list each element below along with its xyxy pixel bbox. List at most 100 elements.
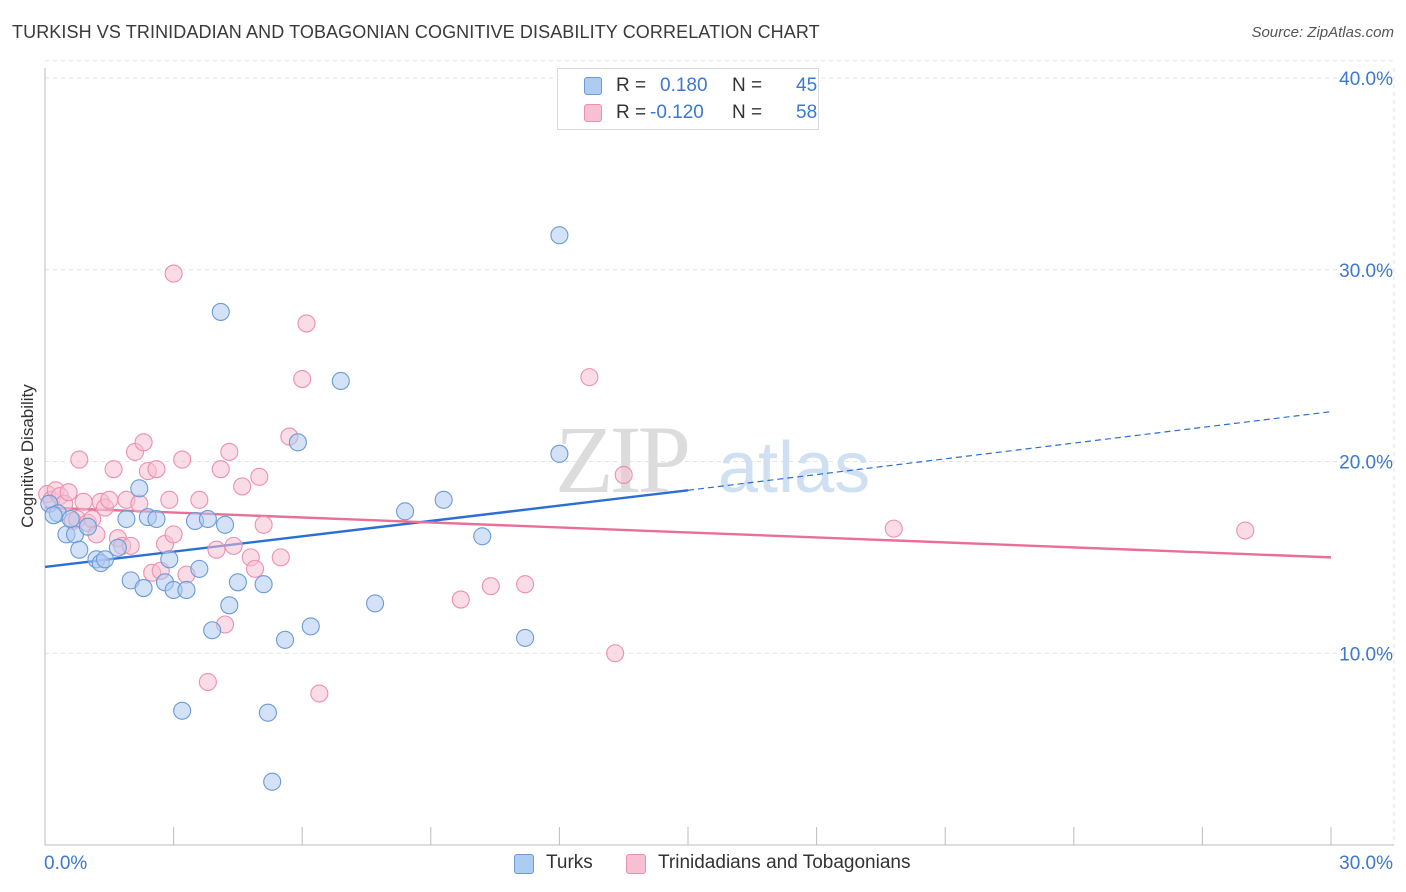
- point-turks-24: [203, 621, 222, 640]
- point-trinidadians-49: [297, 314, 316, 333]
- point-trinidadians-52: [481, 577, 500, 596]
- point-trinidadians-54: [580, 368, 599, 387]
- point-turks-26: [215, 515, 235, 534]
- trendlines: [44, 411, 1332, 569]
- point-turks-31: [263, 772, 282, 791]
- x-tick-labels: 0.0% 30.0%: [44, 853, 1393, 874]
- point-trinidadians-41: [233, 477, 252, 496]
- turks-r-value: 0.180: [660, 75, 708, 96]
- trendline-turks: [44, 489, 689, 569]
- point-turks-39: [473, 527, 492, 546]
- point-trinidadians-57: [884, 519, 903, 538]
- point-turks-41: [550, 444, 569, 463]
- point-trinidadians-26: [147, 460, 166, 479]
- point-turks-37: [396, 502, 415, 521]
- point-turks-42: [550, 226, 569, 245]
- point-trinidadians-46: [271, 548, 290, 567]
- point-trinidadians-44: [250, 467, 269, 486]
- point-trinidadians-36: [207, 540, 226, 559]
- point-turks-40: [516, 628, 535, 647]
- y-tick-label-3: 40.0%: [1339, 69, 1393, 90]
- trendline-trinidadians: [44, 506, 1332, 559]
- trinidadians-legend-swatch: [626, 854, 646, 874]
- y-axis-label: Cognitive Disability: [18, 384, 37, 528]
- turks-n-value: 45: [796, 75, 818, 96]
- point-trinidadians-53: [516, 575, 535, 594]
- point-trinidadians-5: [59, 483, 78, 502]
- point-turks-10: [117, 509, 136, 529]
- y-tick-label-0: 10.0%: [1339, 644, 1393, 665]
- point-turks-22: [190, 559, 209, 578]
- trendline-turks-extension: [687, 411, 1332, 491]
- trinidadians-n-label: N =: [732, 102, 763, 123]
- point-turks-44: [61, 509, 80, 529]
- point-trinidadians-56: [614, 465, 633, 484]
- y-tick-label-1: 20.0%: [1339, 453, 1393, 474]
- turks-swatch: [584, 77, 602, 95]
- point-turks-28: [228, 573, 247, 592]
- trinidadians-r-label: R =: [616, 102, 647, 123]
- x-tick-label-0: 0.0%: [44, 853, 87, 874]
- point-turks-13: [134, 579, 153, 598]
- point-turks-25: [211, 302, 230, 321]
- point-trinidadians-58: [1236, 521, 1255, 540]
- point-trinidadians-50: [310, 684, 329, 703]
- x-tick-label-1: 30.0%: [1339, 853, 1393, 874]
- point-trinidadians-48: [293, 369, 312, 389]
- point-trinidadians-34: [190, 490, 209, 509]
- point-trinidadians-40: [224, 536, 243, 555]
- point-trinidadians-39: [220, 442, 239, 461]
- trinidadians-swatch: [584, 104, 602, 122]
- source-label: Source: ZipAtlas.com: [1251, 24, 1394, 41]
- point-trinidadians-31: [164, 264, 183, 283]
- trinidadians-r-value: -0.120: [650, 102, 704, 123]
- point-turks-34: [301, 617, 320, 636]
- series-turks-points: [40, 226, 569, 791]
- legend-label-turks: Turks: [546, 852, 593, 873]
- turks-n-label: N =: [732, 75, 763, 96]
- point-turks-15: [147, 509, 166, 529]
- point-trinidadians-51: [451, 590, 470, 609]
- point-trinidadians-29: [160, 490, 179, 509]
- point-trinidadians-15: [100, 490, 119, 509]
- point-turks-27: [220, 596, 239, 615]
- point-turks-12: [130, 479, 149, 498]
- point-trinidadians-16: [104, 460, 123, 479]
- point-trinidadians-45: [254, 515, 273, 534]
- point-turks-17: [160, 550, 179, 569]
- point-turks-32: [276, 630, 295, 649]
- point-turks-5: [78, 517, 97, 536]
- point-turks-29: [254, 575, 273, 594]
- point-trinidadians-43: [245, 559, 265, 578]
- legend-label-trinidadians: Trinidadians and Tobagonians: [658, 852, 911, 873]
- axes: [44, 68, 1394, 846]
- point-turks-30: [258, 703, 277, 722]
- point-trinidadians-55: [606, 644, 625, 663]
- point-turks-36: [366, 594, 385, 613]
- point-turks-35: [331, 371, 350, 391]
- point-turks-8: [95, 550, 115, 569]
- point-trinidadians-35: [198, 672, 217, 692]
- point-turks-20: [177, 580, 196, 600]
- point-turks-43: [44, 506, 63, 525]
- stats-legend: R = 0.180 N = 45 R = -0.120 N = 58: [557, 68, 819, 130]
- point-turks-38: [434, 490, 453, 509]
- point-turks-9: [108, 538, 127, 557]
- point-turks-23: [198, 509, 217, 529]
- point-turks-33: [288, 433, 307, 452]
- watermark-atlas: atlas: [718, 428, 870, 508]
- point-trinidadians-9: [74, 492, 93, 511]
- watermark: ZIP atlas: [555, 406, 870, 513]
- turks-r-label: R =: [616, 75, 647, 96]
- point-turks-4: [70, 540, 89, 559]
- point-turks-19: [173, 701, 192, 720]
- watermark-zip: ZIP: [555, 406, 688, 513]
- point-trinidadians-32: [173, 450, 192, 469]
- trinidadians-n-value: 58: [796, 102, 818, 123]
- turks-legend-swatch: [514, 854, 534, 874]
- point-trinidadians-23: [134, 433, 153, 452]
- y-tick-label-2: 30.0%: [1339, 261, 1393, 282]
- chart-title: TURKISH VS TRINIDADIAN AND TOBAGONIAN CO…: [12, 22, 820, 42]
- y-tick-labels: 10.0% 20.0% 30.0% 40.0%: [1339, 69, 1393, 665]
